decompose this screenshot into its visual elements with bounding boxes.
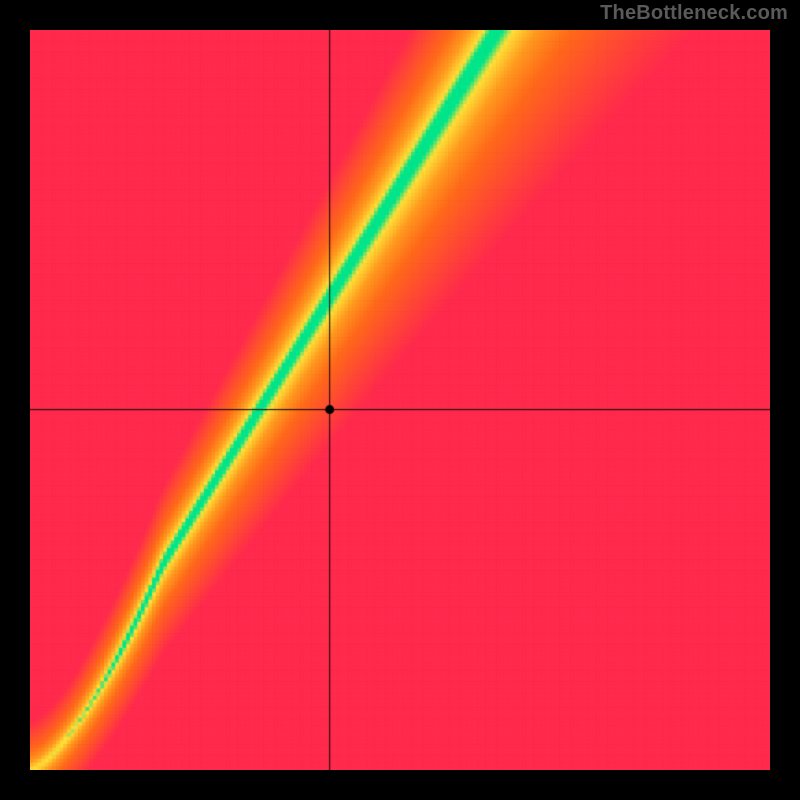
heatmap-canvas [30, 30, 770, 770]
watermark-text: TheBottleneck.com [600, 2, 788, 25]
plot-area [30, 30, 770, 770]
chart-container: TheBottleneck.com [0, 0, 800, 800]
